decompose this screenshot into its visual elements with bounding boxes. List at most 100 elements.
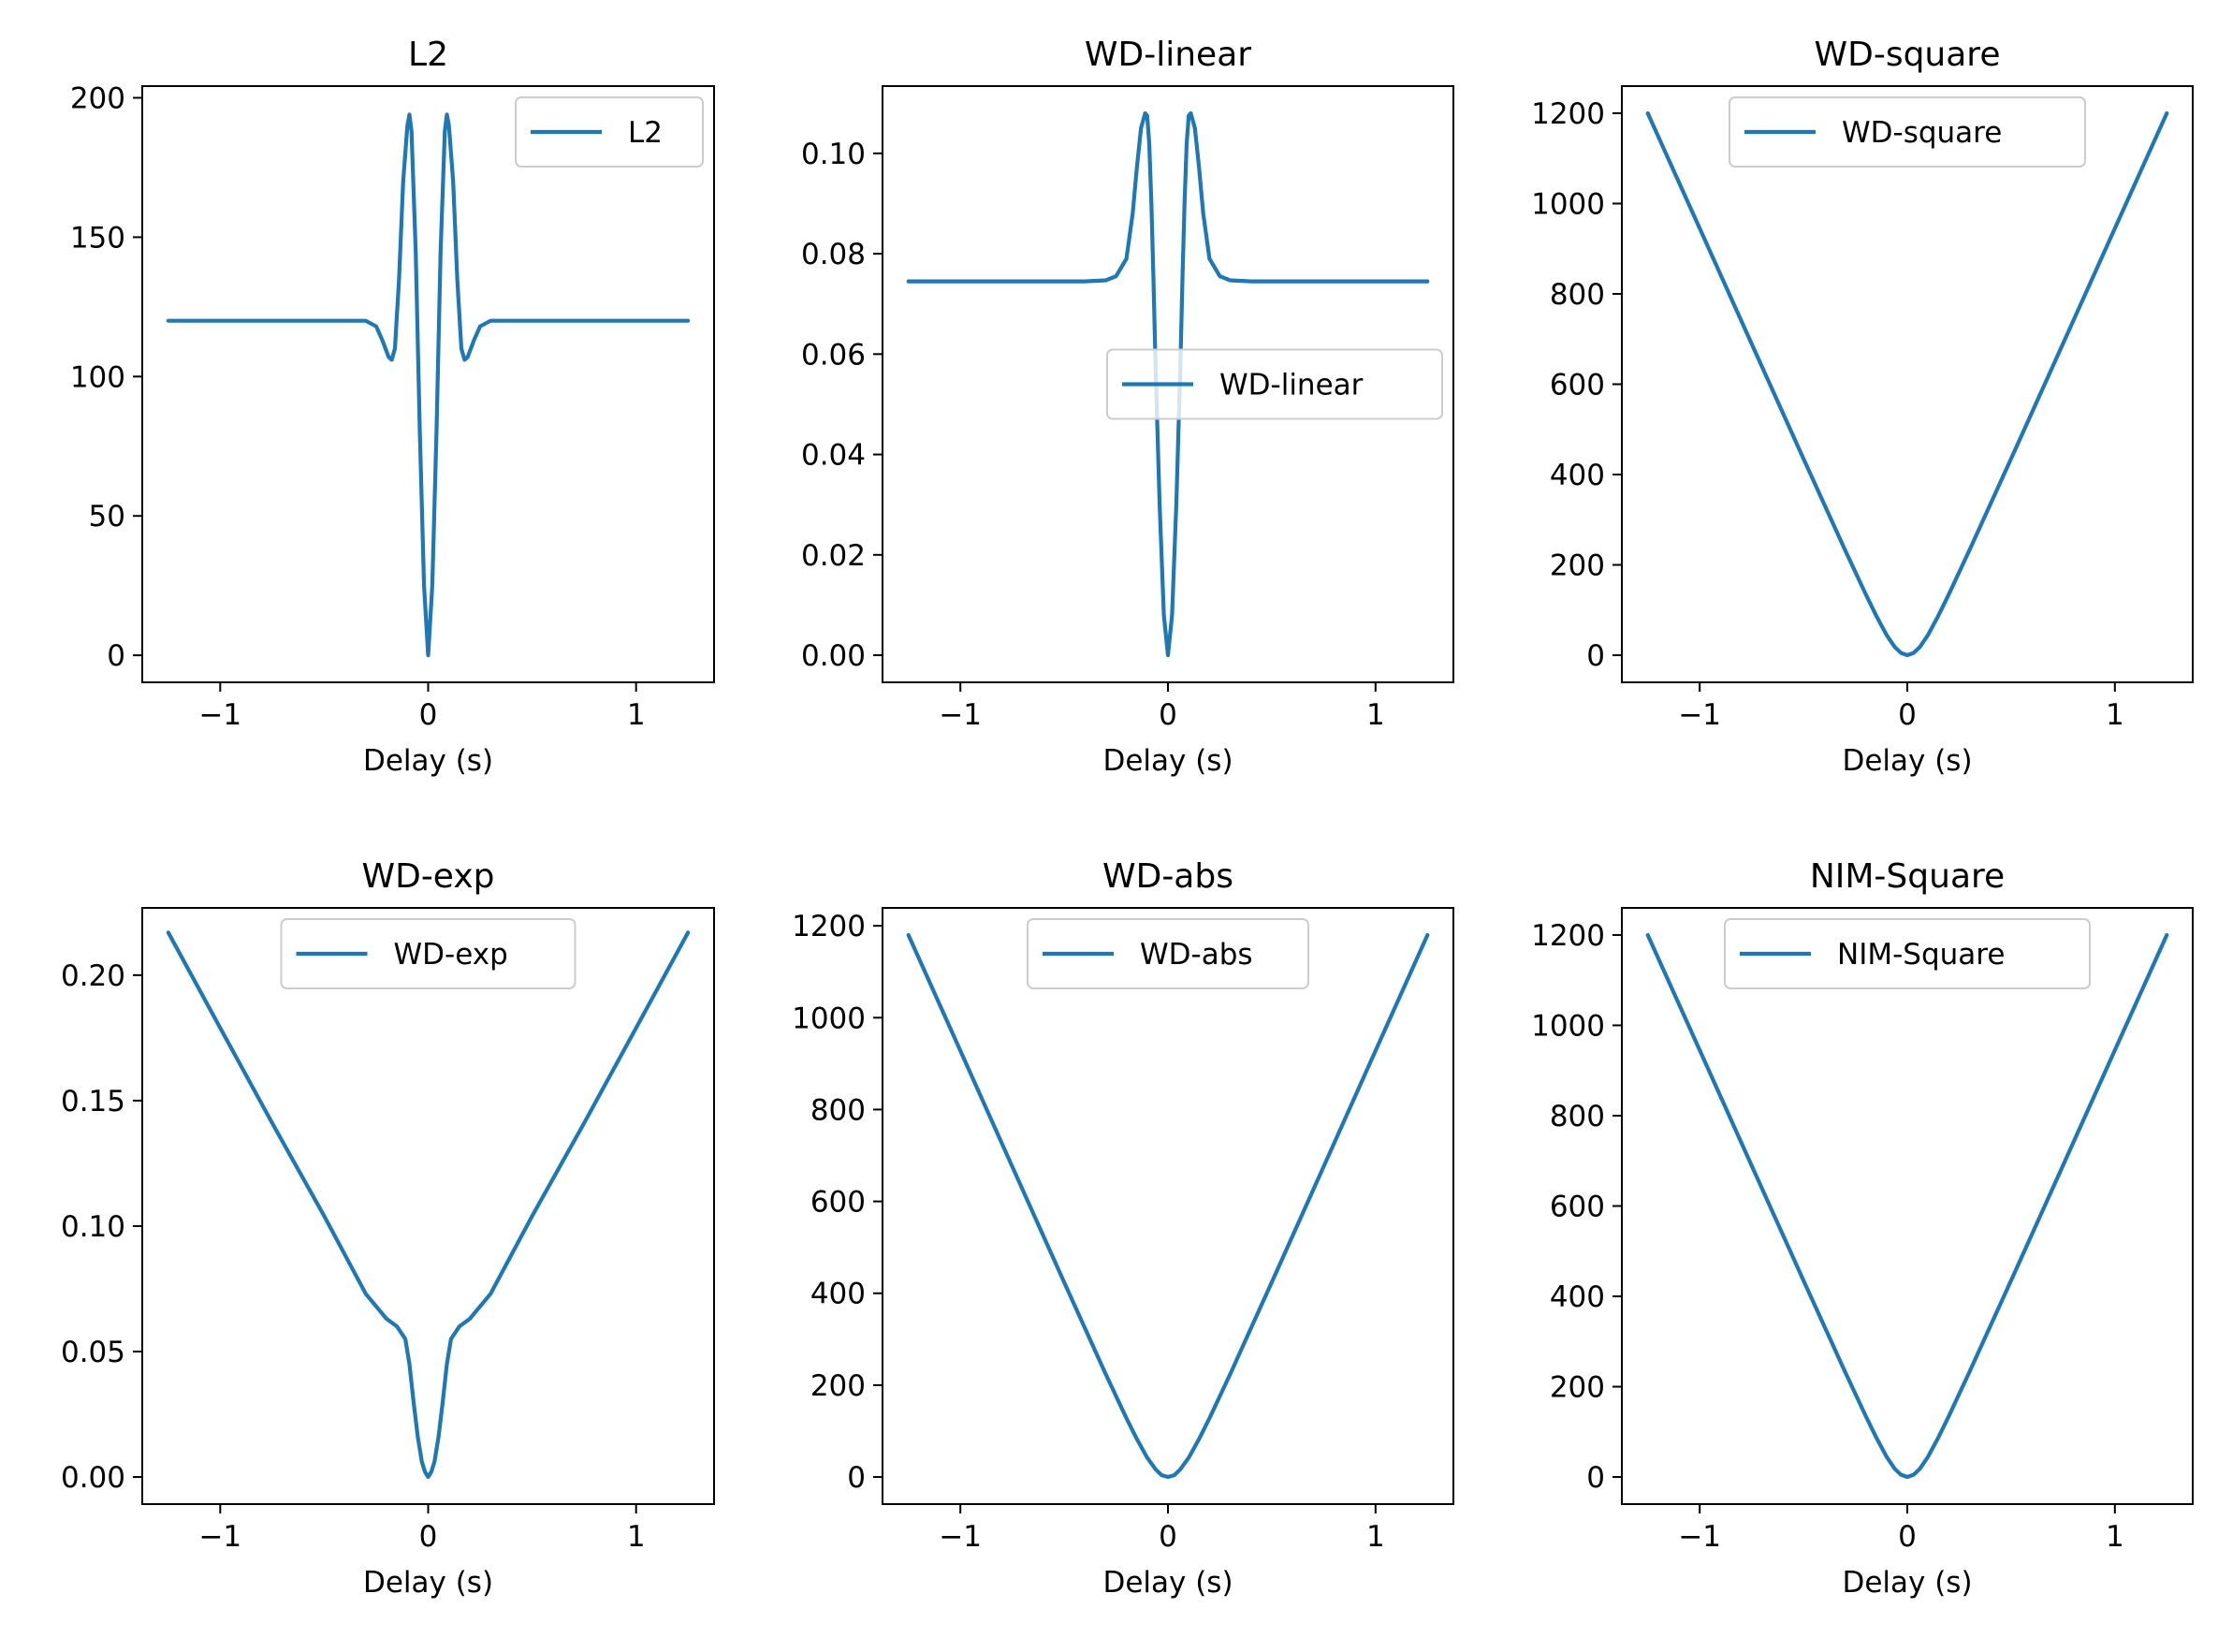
x-tick-label: −1 xyxy=(939,1520,982,1554)
y-tick-label: 0.10 xyxy=(61,1210,125,1244)
x-axis-label: Delay (s) xyxy=(1842,1566,1972,1600)
subplot-5: WD-abs −1 0 1 0 200 400 600 800 1000 1200 Delay (s)… xyxy=(792,857,1454,1600)
x-tick-label: 0 xyxy=(1898,1520,1917,1554)
y-tick-label: 400 xyxy=(1550,1280,1605,1314)
y-tick-label: 0 xyxy=(1586,1461,1605,1495)
x-axis-label: Delay (s) xyxy=(1842,744,1972,778)
x-axis-label: Delay (s) xyxy=(1102,744,1233,778)
x-axis-label: Delay (s) xyxy=(1102,1566,1233,1600)
y-tick-label: 0.08 xyxy=(801,238,866,271)
x-tick-label: 1 xyxy=(2106,1520,2124,1554)
y-tick-label: 1000 xyxy=(1531,1009,1605,1043)
subplot-6: NIM-Square −1 0 1 0 200 400 600 800 1000 1200 Delay… xyxy=(1531,857,2194,1600)
legend-box xyxy=(280,918,576,989)
x-tick-label: −1 xyxy=(1678,698,1721,732)
x-tick-label: −1 xyxy=(939,698,982,732)
series-line xyxy=(906,110,1430,658)
x-tick-label: 0 xyxy=(419,698,438,732)
x-tick-label: 1 xyxy=(1366,698,1385,732)
y-tick-label: 0.00 xyxy=(61,1461,125,1495)
x-tick-label: −1 xyxy=(198,698,241,732)
y-tick-label: 800 xyxy=(1550,278,1605,312)
x-tick-label: −1 xyxy=(198,1520,241,1554)
legend-label: WD-exp xyxy=(394,938,508,972)
x-tick-label: 0 xyxy=(419,1520,438,1554)
subplot-1: L2 −1 0 1 0 50 100 150 200 Delay (s) L2 xyxy=(70,36,715,778)
legend: NIM-Square xyxy=(1724,918,2091,989)
legend-label: WD-linear xyxy=(1219,369,1364,402)
legend-box xyxy=(515,96,704,168)
subplot-3: WD-square −1 0 1 0 200 400 600 800 1000 1200 Delay … xyxy=(1531,36,2194,778)
subplot-title: NIM-Square xyxy=(1810,857,2005,896)
y-tick-label: 200 xyxy=(1550,1371,1605,1405)
y-tick-label: 100 xyxy=(70,360,125,394)
y-tick-label: 200 xyxy=(1550,549,1605,583)
y-tick-label: 0 xyxy=(847,1461,866,1495)
y-tick-label: 400 xyxy=(1550,459,1605,492)
x-tick-label: 0 xyxy=(1159,1520,1177,1554)
legend-label: L2 xyxy=(628,116,663,150)
y-tick-label: 600 xyxy=(1550,369,1605,402)
y-tick-label: 200 xyxy=(70,82,125,116)
y-tick-label: 600 xyxy=(810,1186,866,1220)
y-tick-label: 800 xyxy=(810,1093,866,1127)
y-tick-label: 600 xyxy=(1550,1191,1605,1224)
y-tick-label: 0 xyxy=(107,639,125,673)
subplot-title: WD-exp xyxy=(362,857,495,896)
y-tick-label: 1200 xyxy=(1531,97,1605,131)
x-tick-label: 0 xyxy=(1159,698,1177,732)
y-tick-label: 200 xyxy=(810,1369,866,1403)
subplot-2: WD-linear −1 0 1 0.00 0.02 0.04 0.06 0.08 0.10 Del… xyxy=(801,36,1454,778)
y-tick-label: 0.15 xyxy=(61,1085,125,1118)
axes-frame xyxy=(141,907,715,1505)
axes-frame xyxy=(141,85,715,683)
y-tick-label: 0.05 xyxy=(61,1336,125,1369)
legend-box xyxy=(1724,918,2091,989)
legend: WD-square xyxy=(1729,96,2086,168)
series-line xyxy=(166,930,691,1480)
legend-box xyxy=(1027,918,1309,989)
x-tick-label: −1 xyxy=(1678,1520,1721,1554)
subplot-title: L2 xyxy=(408,36,448,74)
legend-box xyxy=(1106,348,1443,420)
y-tick-label: 0.04 xyxy=(801,439,866,473)
legend: WD-exp xyxy=(280,918,576,989)
y-tick-label: 0.20 xyxy=(61,959,125,993)
legend-label: WD-square xyxy=(1842,116,2002,150)
y-tick-label: 1000 xyxy=(1531,187,1605,221)
series-line xyxy=(906,932,1430,1480)
x-tick-label: 1 xyxy=(627,1520,646,1554)
subplot-title: WD-linear xyxy=(1085,36,1251,74)
x-axis-label: Delay (s) xyxy=(363,1566,493,1600)
y-tick-label: 1000 xyxy=(792,1001,866,1035)
series-line xyxy=(166,112,691,658)
axes-frame xyxy=(1621,85,2194,683)
legend-label: WD-abs xyxy=(1140,938,1253,972)
y-tick-label: 0.10 xyxy=(801,138,866,171)
y-tick-label: 0.00 xyxy=(801,639,866,673)
x-tick-label: 0 xyxy=(1898,698,1917,732)
x-tick-label: 1 xyxy=(2106,698,2124,732)
y-tick-label: 0.06 xyxy=(801,338,866,372)
y-tick-label: 0.02 xyxy=(801,539,866,573)
series-line xyxy=(1645,932,2169,1480)
y-tick-label: 1200 xyxy=(1531,919,1605,953)
legend-label: NIM-Square xyxy=(1837,938,2005,972)
legend: L2 xyxy=(515,96,704,168)
y-tick-label: 150 xyxy=(70,221,125,255)
subplot-title: WD-abs xyxy=(1102,857,1233,896)
axes-frame xyxy=(1621,907,2194,1505)
legend: WD-abs xyxy=(1027,918,1309,989)
axes-frame xyxy=(882,907,1454,1505)
y-tick-label: 800 xyxy=(1550,1100,1605,1133)
x-axis-label: Delay (s) xyxy=(363,744,493,778)
subplot-title: WD-square xyxy=(1815,36,2001,74)
y-tick-label: 400 xyxy=(810,1278,866,1311)
x-tick-label: 1 xyxy=(627,698,646,732)
x-tick-label: 1 xyxy=(1366,1520,1385,1554)
y-tick-label: 0 xyxy=(1586,639,1605,673)
y-tick-label: 50 xyxy=(89,500,125,534)
y-tick-label: 1200 xyxy=(792,910,866,943)
legend-box xyxy=(1729,96,2086,168)
